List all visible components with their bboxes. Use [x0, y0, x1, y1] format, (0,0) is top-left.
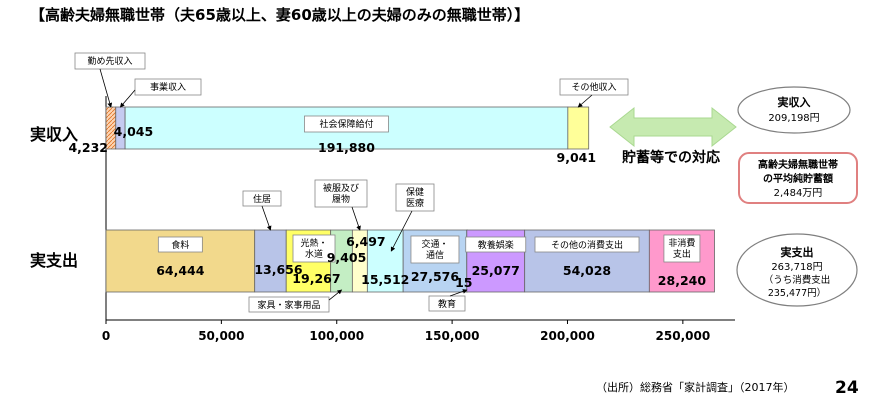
savings-value: 2,484万円 [774, 188, 823, 199]
segment-name-label: 社会保障給付 [319, 118, 373, 130]
segment-name-label: 履物 [332, 193, 350, 205]
segment-value-label: 27,576 [411, 269, 460, 284]
bar-segment [567, 106, 590, 150]
segment-value-label: 13,656 [254, 262, 303, 277]
income-total-value: 209,198円 [768, 113, 819, 124]
segment-name-box [134, 78, 202, 96]
segment-name-label: 医療 [406, 197, 424, 209]
savings-line1: 高齢夫婦無職世帯 [758, 158, 838, 171]
segment-name-label: 保健 [406, 186, 424, 198]
bar-segment [254, 229, 287, 293]
segment-name-box [465, 236, 527, 253]
segment-value-label: 19,267 [292, 271, 340, 286]
x-tick-label: 150,000 [425, 329, 480, 343]
row-label-expense: 実支出 [30, 251, 78, 270]
row-label-income: 実収入 [30, 125, 78, 144]
source-note: （出所）総務省「家計調査」（2017年） [596, 380, 795, 394]
x-tick-label: 200,000 [540, 329, 595, 343]
segment-name-label: 交通・ [421, 238, 448, 250]
callout-leader [99, 68, 113, 108]
segment-name-label: 光熱・ [300, 237, 327, 249]
page-number: 24 [835, 378, 859, 398]
segment-name-label: 住居 [253, 193, 271, 205]
page-title: 【高齢夫婦無職世帯（夫65歳以上、妻60歳以上の夫婦のみの無職世帯）】 [30, 6, 529, 24]
segment-value-label: 9,405 [327, 250, 367, 265]
callout-leader [390, 210, 413, 252]
callout-leader [328, 289, 343, 301]
x-tick-label: 50,000 [198, 329, 244, 343]
segment-name-label: 教養娯楽 [478, 239, 514, 251]
callout-leader [119, 89, 136, 108]
segment-name-label: 被服及び [323, 182, 359, 194]
savings-gap-arrow [609, 106, 737, 148]
segment-labels: 4,232 勤め先収入 4,045 事業収入 191,880 社会保障給付 9,041 その他… [68, 52, 707, 313]
savings-line2: の平均純貯蓄額 [763, 172, 833, 185]
segment-value-label: 54,028 [563, 263, 611, 278]
segment-value-label: 9,041 [557, 150, 597, 165]
segment-value-label: 4,045 [114, 124, 154, 139]
segment-value-label: 15,512 [361, 272, 409, 287]
segment-value-label: 4,232 [68, 140, 108, 155]
consumption-label: （うち消費支出 [764, 274, 831, 286]
segment-value-label: 28,240 [658, 273, 707, 288]
x-tick-label: 250,000 [656, 329, 711, 343]
segment-name-label: 非消費 [668, 237, 695, 249]
segment-name-box [410, 235, 460, 264]
expense-total-value: 263,718円 [771, 262, 822, 273]
segment-name-box [534, 236, 640, 253]
expense-total-bubble: 実支出 263,718円 （うち消費支出 235,477円） [736, 233, 858, 307]
segment-name-label: 支出 [673, 248, 691, 260]
segment-name-box [157, 236, 203, 253]
segment-value-label: 191,880 [318, 140, 375, 155]
callout-leader [261, 205, 272, 231]
segment-name-label: 通信 [426, 249, 444, 261]
callout-leader [449, 289, 468, 297]
segment-name-label: 事業収入 [150, 81, 186, 93]
segment-name-box [559, 78, 629, 96]
segment-name-box [248, 296, 330, 313]
segment-name-box [74, 52, 146, 70]
segment-name-label: 勤め先収入 [87, 55, 132, 67]
segment-name-label: 教育 [438, 298, 456, 310]
segment-name-box [314, 179, 368, 208]
segment-value-label: 15 [455, 275, 472, 290]
segment-name-label: その他の消費支出 [551, 239, 623, 251]
segment-name-box [428, 295, 466, 312]
callout-leader [577, 94, 593, 108]
savings-gap-label: 貯蓄等での対応 [622, 149, 720, 166]
x-tick-label: 0 [102, 329, 110, 343]
expense-total-label: 実支出 [781, 245, 814, 259]
segment-name-label: 家具・家事用品 [257, 299, 320, 311]
segment-name-label: 食料 [171, 239, 189, 251]
segment-name-box [304, 115, 389, 133]
x-tick-label: 100,000 [309, 329, 364, 343]
income-total-label: 実収入 [778, 95, 811, 109]
segment-value-label: 6,497 [346, 234, 386, 249]
callout-leader [351, 206, 361, 231]
segment-name-box [663, 234, 701, 263]
consumption-value: 235,477円） [768, 287, 826, 299]
savings-box: 高齢夫婦無職世帯 の平均純貯蓄額 2,484万円 [738, 152, 858, 204]
income-total-bubble: 実収入 209,198円 [737, 86, 851, 134]
x-axis: 0 50,000 100,000 150,000 200,000 250,000 [102, 96, 735, 343]
segment-name-label: 水道 [305, 248, 323, 260]
segment-name-box [395, 183, 435, 212]
segment-value-label: 64,444 [156, 263, 205, 278]
segment-name-label: その他収入 [571, 81, 616, 93]
segment-name-box [292, 234, 336, 263]
segment-value-label: 25,077 [472, 263, 520, 278]
